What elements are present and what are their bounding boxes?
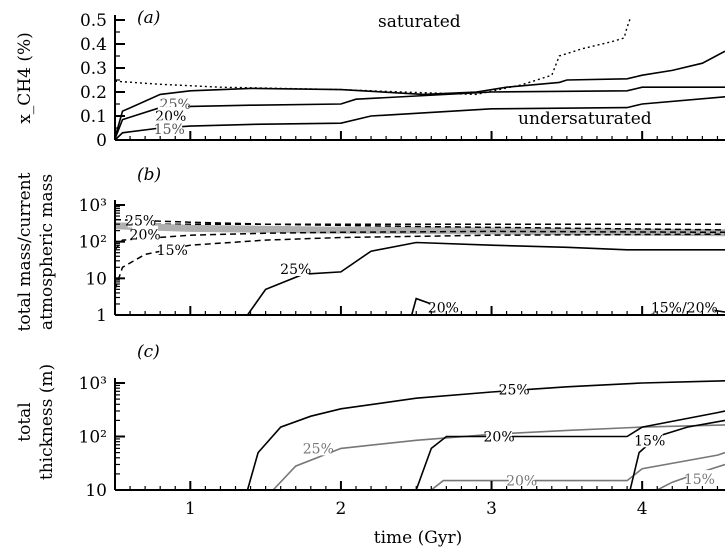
panel-c-curve-labels: 25% 25% 20% 20% 15% 15%	[303, 380, 715, 490]
panel-a: 25%20%15% 0 0.1 0.2 0.3 0.4 0.5 (a) saturated…	[15, 8, 725, 151]
panel-a-label-bg-20	[157, 107, 184, 123]
panel-b-ylabel-line-2: atmospheric mass	[37, 174, 57, 330]
panel-b-line-current	[114, 222, 725, 237]
panel-b-axes: 1 10 10² 10³	[79, 196, 725, 326]
panel-c-label-bg-15	[636, 431, 663, 448]
panel-b-ytick-label-1: 10	[85, 269, 107, 289]
panel-a-series	[114, 18, 725, 141]
panel-c-label-bg-25	[501, 380, 528, 397]
panel-a-ytick-label-0: 0	[96, 131, 107, 151]
panel-c-letter: (c)	[137, 342, 160, 362]
panel-c-label-bg-25-grey	[305, 439, 332, 456]
panel-a-line-15	[114, 96, 725, 141]
panel-b-label-bg-20	[132, 225, 159, 242]
panel-c-ytick-label-0: 10	[85, 481, 107, 501]
x-tick-label-2: 2	[336, 499, 347, 519]
panel-c-label-20-grey: 20%	[506, 474, 537, 490]
panel-a-line-25	[114, 50, 725, 138]
panel-a-label-bg-15	[156, 120, 183, 137]
panel-c-label-bg-20	[486, 427, 512, 444]
x-tick-label-4: 4	[637, 499, 648, 519]
annotation-undersaturated: undersaturated	[518, 109, 652, 129]
panel-c-ytick-label-1: 10²	[79, 428, 107, 448]
x-tick-label-3: 3	[486, 499, 497, 519]
panel-a-ytick-label-1: 0.1	[80, 107, 107, 127]
panel-b-line-15	[114, 233, 725, 290]
panel-a-ytick-label-4: 0.4	[80, 35, 107, 55]
panel-b-line-20	[114, 230, 725, 251]
panel-c: 25% 25% 20% 20% 15% 15% 10 10² 10³ 1 2 3 4 (c) tota…	[15, 342, 725, 548]
panel-b-letter: (b)	[137, 165, 161, 185]
panel-c-label-15-grey: 15%	[684, 472, 715, 488]
panel-b-series	[114, 218, 725, 316]
panel-c-ylabel-line-2: thickness (m)	[37, 364, 57, 480]
panel-a-curve-labels: 25%20%15%	[154, 95, 191, 138]
panel-c-line-25	[246, 380, 725, 491]
panel-c-label-bg-20-grey	[508, 471, 535, 488]
panel-c-label-15: 15%	[634, 433, 665, 449]
panel-b-label-15: 15%	[157, 243, 188, 259]
panel-c-label-25-grey: 25%	[303, 441, 334, 457]
panel-a-ytick-label-5: 0.5	[80, 11, 107, 31]
panel-c-label-25: 25%	[499, 382, 530, 398]
panel-b-label-bg-25-solid	[282, 259, 309, 276]
panel-b-label-bg-15-20	[654, 298, 715, 315]
panel-c-axes: 10 10² 10³ 1 2 3 4	[79, 374, 725, 519]
x-axis-title: time (Gyr)	[374, 528, 462, 548]
panel-a-line-saturation	[114, 18, 631, 96]
panel-b-label-25: 25%	[125, 213, 156, 229]
panel-b-curve-labels: 25%20%15%25%20% 15%/20%	[125, 211, 718, 317]
panel-c-line-20-grey	[430, 451, 725, 491]
panel-a-ytick-label-2: 0.2	[80, 83, 107, 103]
panel-c-label-20: 20%	[484, 430, 515, 446]
panel-a-label-15: 15%	[154, 122, 185, 138]
panel-c-ylabel-line-1: total	[15, 402, 35, 441]
annotation-saturated: saturated	[378, 12, 461, 32]
panel-b-label-20: 20%	[130, 228, 161, 244]
x-tick-label-1: 1	[185, 499, 196, 519]
panel-b-label-25-solid: 25%	[280, 262, 311, 278]
panel-b-ylabel-line-1: total mass/current	[15, 172, 35, 331]
panel-b-label-20-solid: 20%	[428, 301, 459, 317]
panel-b-ytick-label-0: 1	[96, 306, 107, 326]
panel-c-line-20	[415, 410, 725, 491]
panel-c-label-bg-15-grey	[686, 470, 713, 487]
panel-b-line-25-solid	[246, 241, 725, 316]
panel-b-label-bg-20-solid	[430, 298, 457, 315]
panel-a-line-20	[114, 86, 725, 140]
panel-b-label-bg-25	[127, 211, 154, 228]
panel-a-axes: 0 0.1 0.2 0.3 0.4 0.5	[80, 11, 725, 151]
panel-c-ytick-label-2: 10³	[79, 374, 107, 394]
panel-b-ytick-label-2: 10²	[79, 233, 107, 253]
panel-b-label-bg-15	[159, 240, 186, 257]
panel-b-label-15-20: 15%/20%	[651, 301, 718, 317]
panel-b-line-25	[114, 218, 725, 231]
panel-b-ytick-label-3: 10³	[79, 196, 107, 216]
panel-a-ylabel: x_CH4 (%)	[15, 32, 35, 124]
panel-a-ytick-label-3: 0.3	[80, 59, 107, 79]
panel-a-letter: (a)	[137, 8, 160, 28]
